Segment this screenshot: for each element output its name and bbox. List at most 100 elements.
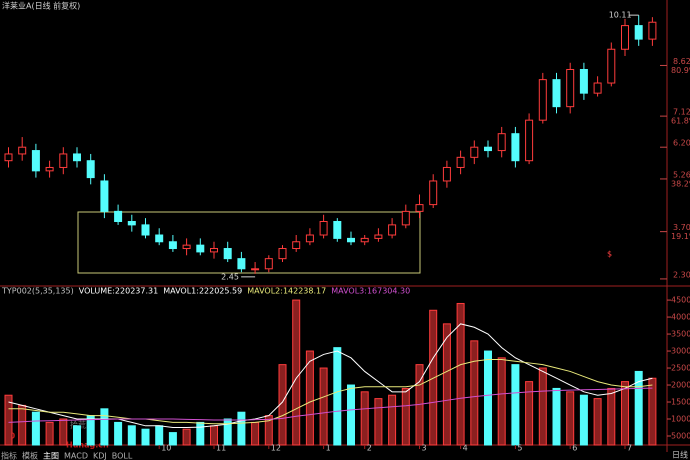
x-tick-label: 5 [517, 444, 522, 453]
candle-body [634, 25, 643, 40]
candle-body [305, 234, 314, 243]
indicator-value: MAVOL3:167304.30 [331, 287, 410, 296]
candle-body [45, 166, 54, 172]
tab[interactable]: BOLL [112, 452, 133, 460]
volume-bar [182, 428, 191, 446]
candle-body [484, 146, 492, 152]
fib-label: 19.1% [671, 232, 690, 241]
candle-body [374, 234, 383, 239]
candle-body [31, 150, 40, 172]
candle-body [456, 156, 465, 168]
candle-body [18, 146, 27, 155]
volume-bar [607, 387, 616, 446]
volume-bar [223, 418, 232, 446]
volume-bar [442, 323, 451, 446]
candle-body [264, 258, 273, 270]
volume-bar [251, 421, 260, 446]
candle-body [566, 69, 575, 108]
candle-body [319, 221, 328, 236]
fib-label: 61.8% [671, 117, 690, 126]
candle-body [621, 25, 629, 50]
y-tick-label: 30000 [671, 347, 690, 356]
candle-body [237, 258, 246, 270]
x-tick-label: 11 [216, 444, 226, 453]
fib-label: 38.2% [671, 179, 690, 188]
tab[interactable]: 指标 [1, 451, 17, 460]
y-tick-label: 6.20 [673, 139, 690, 148]
tab[interactable]: KDJ [93, 452, 107, 460]
indicator-value: MAVOL1:222025.59 [163, 287, 242, 296]
volume-bar [31, 411, 40, 446]
volume-bar [388, 394, 397, 446]
indicator-value: VOLUME:220237.31 [79, 287, 158, 296]
volume-bar [237, 411, 246, 446]
candle-body [278, 248, 287, 260]
volume-bar [73, 425, 81, 446]
volume-bar [566, 391, 575, 446]
volume-bar [196, 421, 205, 446]
y-tick-label: 45000 [671, 296, 690, 305]
volume-bar [305, 350, 314, 446]
fib-label: 80.9% [671, 66, 690, 75]
marker: $ [607, 250, 612, 259]
y-tick-label: 3.70 [673, 223, 690, 232]
candle-body [182, 244, 191, 250]
volume-bar [155, 425, 164, 446]
volume-bar [374, 398, 383, 446]
tab-bar: 指标 模板 主图 MACD KDJ BOLL [1, 451, 133, 460]
candle-body [388, 224, 397, 236]
candle-body [360, 237, 369, 243]
indicator-header: TYP002(5,35,135) VOLUME:220237.31 MAVOL1:2… [1, 287, 410, 296]
candle-body [100, 180, 109, 212]
volume-bar [18, 404, 27, 446]
volume-bar [429, 309, 438, 446]
indicator-value: TYP002(5,35,135) [1, 287, 74, 296]
volume-bar [168, 432, 177, 446]
volume-bar [621, 381, 629, 446]
y-tick-label: 5000 [671, 431, 690, 440]
volume-bar [292, 299, 301, 446]
tab[interactable]: 主图 [43, 451, 59, 460]
candle-body [210, 248, 218, 253]
y-tick-label: 25000 [671, 364, 690, 373]
candle-body [579, 69, 588, 94]
y-tick-label: 20000 [671, 381, 690, 390]
y-tick-label: 15000 [671, 398, 690, 407]
candle-body [251, 268, 260, 271]
x-tick-label: 4 [463, 444, 468, 453]
x-tick-label: 6 [572, 444, 577, 453]
candle-body [114, 210, 123, 223]
candle-body [511, 133, 520, 162]
y-tick-label: 40000 [671, 313, 690, 322]
chart-title: 洋莱业A(日线 前复权) [2, 1, 80, 11]
volume-bar [319, 367, 328, 446]
candle-body [155, 234, 164, 243]
x-tick-label: 7 [627, 444, 632, 453]
y-tick-label: 2.30 [673, 270, 690, 279]
x-tick-label: 3 [422, 444, 427, 453]
tab[interactable]: MACD [64, 452, 88, 460]
volume-bar [127, 425, 136, 446]
candle-body [607, 48, 616, 84]
y-tick-label: 35000 [671, 330, 690, 339]
volume-bar [470, 340, 479, 446]
candle-body [141, 224, 150, 236]
volume-bar [593, 398, 602, 446]
volume-bar [538, 367, 547, 446]
y-tick-label: 8.62 [673, 57, 690, 66]
volume-bar [100, 408, 109, 446]
candle-body [593, 82, 602, 94]
volume-bar [210, 425, 218, 446]
volume-bar [114, 421, 123, 446]
candle-body [292, 241, 301, 250]
x-tick-label: 12 [271, 444, 281, 453]
volume-bar [347, 384, 355, 446]
box-annotation [77, 211, 421, 274]
tab[interactable]: 模板 [22, 451, 38, 460]
candle-body [401, 210, 410, 226]
volume-bar [45, 421, 54, 446]
candle-body [347, 237, 355, 243]
